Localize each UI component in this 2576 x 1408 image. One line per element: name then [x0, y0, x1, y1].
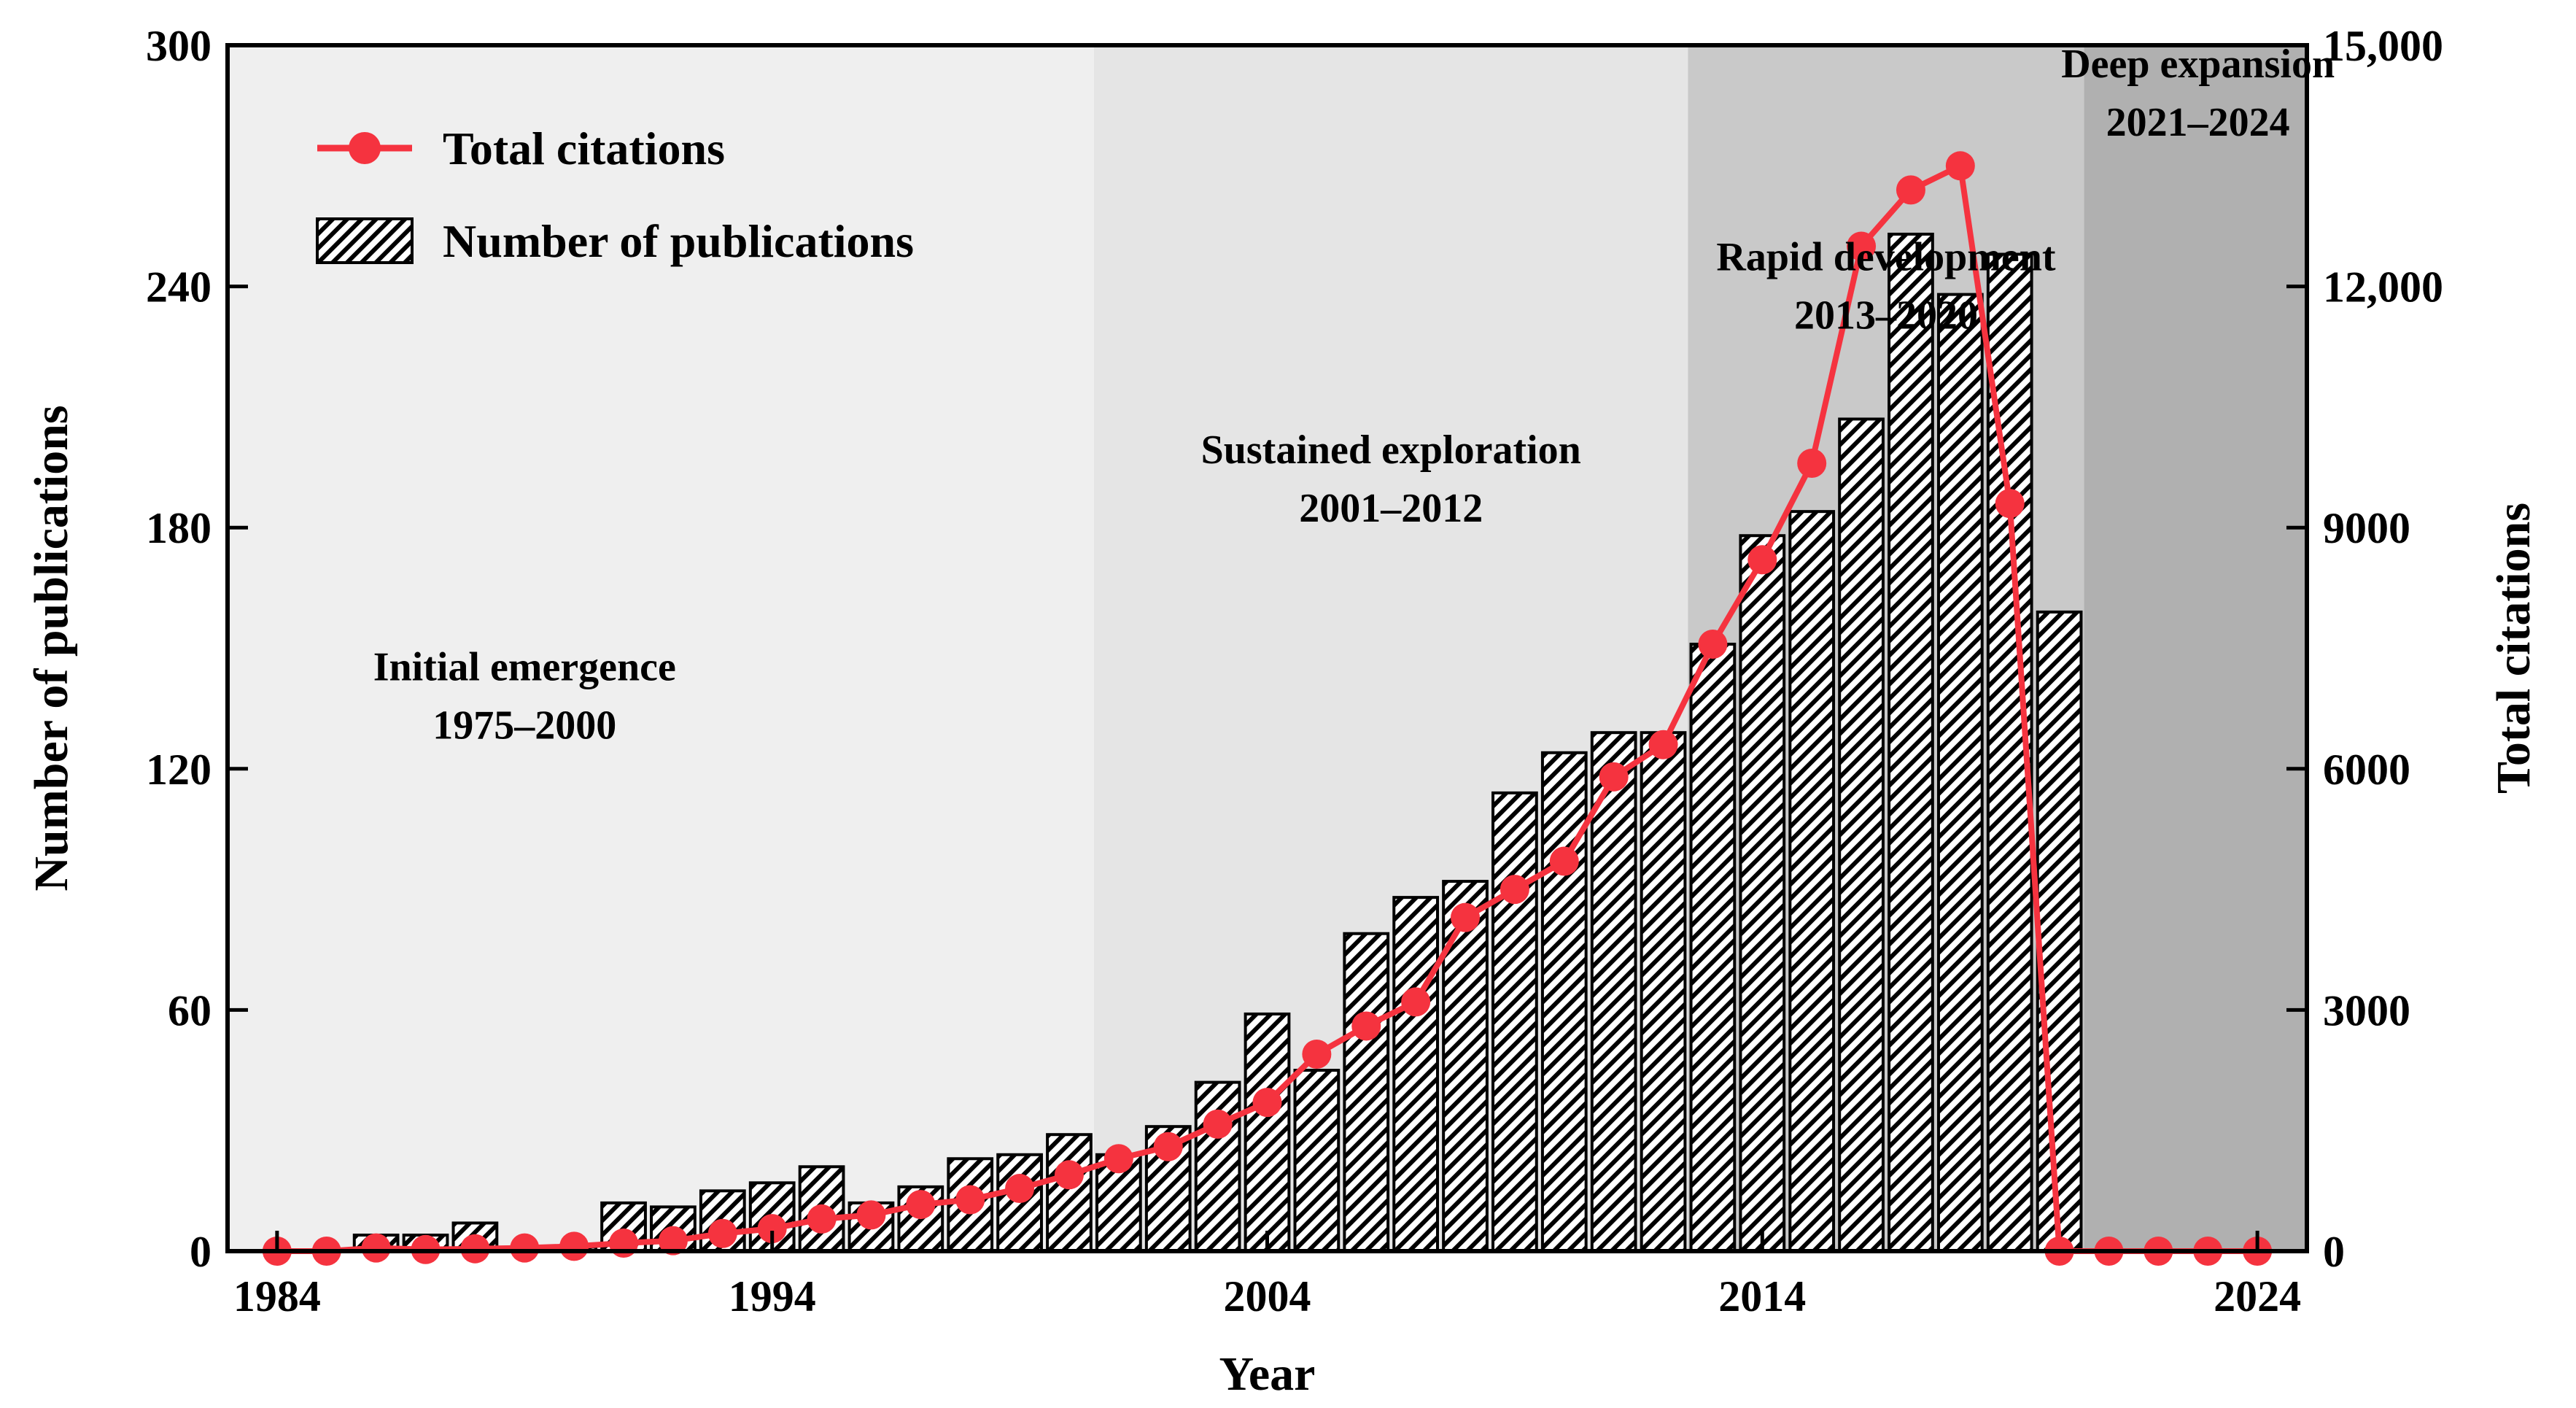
citation-point: [559, 1231, 589, 1261]
y-right-axis-title: Total citations: [2487, 503, 2540, 794]
phase-range: 2013–2020: [1794, 293, 1978, 339]
legend-marker-swatch: [349, 132, 381, 164]
citation-point: [1599, 762, 1629, 792]
citation-point: [361, 1233, 391, 1263]
publication-bar: [1046, 1133, 1093, 1253]
x-tick-label: 1984: [233, 1272, 321, 1320]
y-left-tick-label: 0: [190, 1228, 212, 1276]
citation-point: [1847, 231, 1877, 261]
publication-bar: [1194, 1080, 1241, 1253]
y-right-tick-label: 6000: [2323, 746, 2410, 794]
x-tick-label: 2024: [2214, 1272, 2301, 1320]
publication-bar: [1888, 232, 1934, 1253]
citation-point: [1797, 449, 1827, 479]
phase-region: [1093, 45, 1688, 1251]
y-left-tick-label: 120: [146, 746, 212, 794]
y-right-tick-label: 3000: [2323, 986, 2410, 1034]
citation-point: [1203, 1109, 1233, 1139]
legend-bar-swatch: [316, 217, 414, 264]
citation-point: [1351, 1011, 1381, 1041]
phase-region: [2084, 45, 2307, 1251]
legend-label-publications: Number of publications: [443, 215, 914, 267]
publication-bars: [352, 232, 2083, 1253]
publication-bar: [2036, 610, 2083, 1253]
citation-point: [955, 1185, 985, 1215]
publication-bar: [1244, 1012, 1291, 1253]
citation-point: [1005, 1174, 1035, 1204]
phase-title: Sustained exploration: [1201, 428, 1581, 473]
citation-point: [856, 1200, 886, 1230]
x-tick-label: 2004: [1224, 1272, 1311, 1320]
phase-title: Rapid development: [1716, 235, 2055, 280]
publication-bar: [1689, 642, 1737, 1253]
axes: [225, 43, 2309, 1253]
legend: Total citations Number of publications: [316, 123, 914, 267]
citation-point: [1648, 730, 1678, 759]
publication-bar: [1343, 932, 1390, 1253]
citation-point: [1451, 902, 1481, 932]
phase-range: 2021–2024: [2106, 100, 2290, 145]
publication-bar: [1788, 510, 1836, 1253]
y-left-tick-label: 300: [146, 22, 212, 70]
y-right-tick-label: 12,000: [2323, 263, 2443, 312]
citation-point: [1896, 175, 1925, 205]
y-left-tick-label: 180: [146, 504, 212, 552]
publication-bar: [1640, 731, 1687, 1253]
citation-point: [1103, 1144, 1133, 1174]
x-tick-label: 1994: [729, 1272, 816, 1320]
y-right-tick-label: 0: [2323, 1228, 2345, 1276]
x-axis-title: Year: [1219, 1347, 1316, 1401]
publication-bar: [1540, 751, 1588, 1253]
citation-point: [707, 1218, 737, 1248]
phase-title: Deep expansion: [2061, 42, 2335, 87]
publication-bar: [1491, 791, 1538, 1253]
publication-bar: [1739, 534, 1786, 1253]
citation-point: [658, 1226, 688, 1256]
publication-bar: [1838, 417, 1885, 1253]
publication-bar: [1590, 731, 1637, 1253]
citation-point: [1302, 1040, 1332, 1069]
citation-point: [1747, 545, 1777, 575]
citation-point: [1995, 489, 2025, 519]
citation-point: [807, 1204, 837, 1234]
phase-title: Initial emergence: [373, 645, 676, 690]
citation-line: [262, 151, 2273, 1266]
citation-point: [1054, 1160, 1084, 1190]
x-tick-label: 2014: [1718, 1272, 1806, 1320]
publication-bar: [1392, 896, 1440, 1253]
legend-label-citations: Total citations: [443, 123, 725, 174]
publication-bar: [1936, 293, 1984, 1253]
y-left-tick-label: 240: [146, 263, 212, 312]
axis-labels: Initial emergence 1975–2000 Sustained expl…: [25, 22, 2540, 1401]
citation-point: [510, 1233, 540, 1263]
y-right-tick-label: 9000: [2323, 504, 2410, 552]
citation-point: [906, 1190, 936, 1220]
phase-range: 1975–2000: [432, 703, 616, 749]
y-left-tick-label: 60: [168, 986, 212, 1034]
citation-point: [1698, 629, 1728, 659]
citation-point: [1945, 151, 1975, 181]
y-right-tick-label: 15,000: [2323, 22, 2443, 70]
citation-point: [1252, 1088, 1282, 1118]
citation-point: [1401, 987, 1431, 1017]
citation-point: [1500, 875, 1529, 905]
y-left-axis-title: Number of publications: [25, 405, 78, 891]
citation-point: [1153, 1132, 1183, 1161]
publication-bar: [1442, 880, 1489, 1253]
citation-point: [1549, 846, 1579, 876]
citation-point: [460, 1234, 490, 1264]
publication-bar: [1293, 1069, 1341, 1253]
citation-point: [757, 1214, 787, 1244]
phase-backgrounds: [228, 45, 2307, 1251]
phase-range: 2001–2012: [1299, 486, 1483, 531]
